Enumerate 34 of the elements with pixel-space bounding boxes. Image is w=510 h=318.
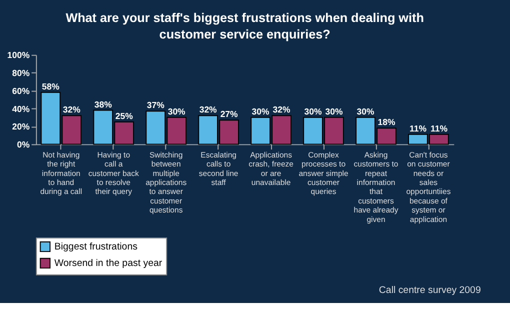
y-tick-label: 100% (7, 50, 30, 60)
data-label: 32% (62, 104, 81, 115)
data-label: 30% (252, 106, 270, 116)
data-label: 11% (409, 123, 427, 134)
text: Call centre survey 2009 (378, 284, 481, 296)
y-tick-label: 60% (12, 86, 30, 96)
data-label: 58% (42, 81, 60, 92)
x-tick-label: Not having the right information to hand during a call (40, 150, 82, 196)
legend-label: Biggest frustrations (54, 242, 138, 253)
x-tick-label: Applications crash, freeze or are unavailable (248, 150, 294, 188)
y-tick-label: 40% (12, 104, 30, 114)
x-tick-label: Switching between multiple applications to answer customer questions (146, 150, 187, 215)
data-label: 32% (272, 104, 291, 115)
y-tick-label: 80% (12, 68, 30, 78)
x-tick-label: Escalating calls to second line staff (198, 150, 238, 188)
x-tick-label: Having to call a customer back to resolve their query (88, 150, 139, 196)
data-label: 18% (378, 117, 396, 128)
x-tick-label: Can't focus on customer needs or sales opportuntiies because of system or application (406, 150, 451, 224)
data-label: 25% (115, 110, 134, 121)
data-label: 30% (168, 106, 186, 116)
data-label: 38% (94, 99, 112, 110)
legend-label: Worsend in the past year (54, 258, 163, 270)
chart-title: What are your staff's biggest frustrations when dealing with customer service enquiries? (66, 10, 424, 42)
data-label: 30% (356, 106, 374, 116)
x-tick-label: Asking customers to repeat information that customers have already given (354, 150, 398, 224)
data-label: 30% (325, 106, 343, 116)
y-tick-label: 20% (12, 122, 30, 132)
data-label: 11% (430, 123, 448, 134)
data-label: 30% (304, 106, 322, 116)
data-label: 27% (220, 109, 238, 120)
data-label: 37% (146, 100, 165, 110)
x-tick-label: Complex processes to answer simple customer queries (298, 150, 348, 196)
data-label: 32% (199, 104, 218, 115)
y-tick-label: 0% (17, 140, 30, 150)
